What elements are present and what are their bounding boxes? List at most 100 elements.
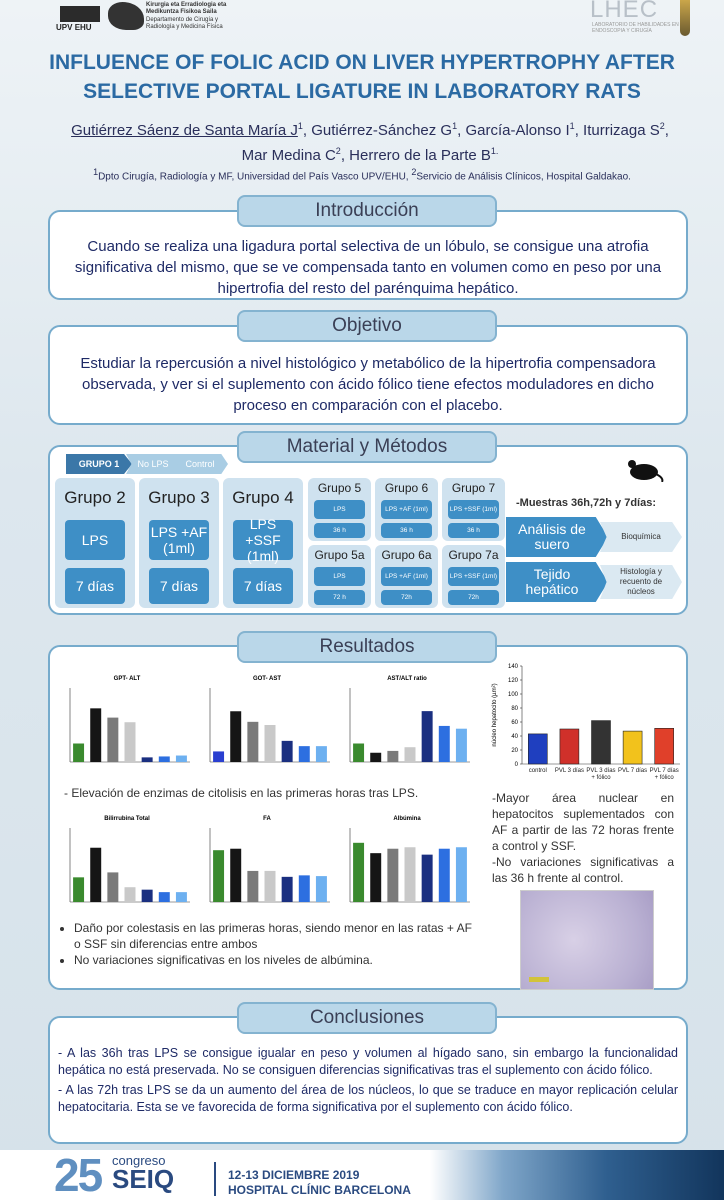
title-line: INFLUENCE OF FOLIC ACID ON LIVER HYPERTR… (49, 51, 675, 74)
group-item: LPS +AF (1ml) (149, 520, 209, 560)
results-title: Resultados (237, 631, 497, 663)
group1-label: GRUPO 1 (66, 454, 132, 474)
bar (404, 747, 416, 762)
mini-chart: AST/ALT ratio (349, 676, 470, 763)
mini-chart-title: GOT- AST (253, 676, 281, 682)
author-name: , Herrero de la Parte B (340, 147, 491, 164)
group-item: LPS +AF (1ml) (381, 500, 432, 519)
bar (421, 854, 433, 902)
bar (298, 746, 310, 762)
flow-to: Bioquímica (600, 522, 682, 552)
bar (124, 722, 136, 762)
group-name: Grupo 3 (148, 488, 210, 507)
bar (281, 876, 293, 902)
bar (654, 728, 674, 765)
bar (315, 746, 327, 762)
affiliation-sup: 2 (411, 167, 417, 177)
mini-chart: GPT- ALT (69, 676, 190, 763)
logo-emblem (108, 2, 144, 30)
mini-chart: Bilirrubina Total (69, 816, 190, 903)
group-name: Grupo 5a (314, 548, 365, 562)
dept-spanish: Departamento de Cirugía y Radiología y M… (146, 17, 223, 30)
mini-chart-title: Albúmina (393, 816, 421, 822)
conclusions-box (48, 1016, 688, 1144)
methods-title: Material y Métodos (237, 431, 497, 463)
scale-bar (529, 977, 549, 982)
bar (107, 717, 119, 762)
group-panel: Grupo 2 LPS 7 días (55, 478, 135, 608)
bar (298, 875, 310, 902)
group-item: LPS +SSF (1ml) (448, 567, 499, 586)
group-item: 7 días (149, 568, 209, 604)
group-panel: Grupo 7a LPS +SSF (1ml) 72h (442, 545, 505, 608)
nucleus-chart: núcleo hepatocito (µm²) 0 20 40 60 80 100 120 14… (492, 664, 680, 768)
bar (247, 870, 259, 902)
mini-chart-title: GPT- ALT (114, 676, 141, 682)
group-name: Grupo 7 (451, 481, 496, 495)
results-bullets: Daño por colestasis en las primeras hora… (52, 920, 472, 968)
group-item: LPS +SSF (1ml) (448, 500, 499, 519)
footer-brand: SEIQ (112, 1164, 175, 1194)
bar (455, 728, 467, 762)
conclusion-paragraph: - A las 72h tras LPS se da un aumento de… (58, 1083, 678, 1114)
logo-lhec-sub: LABORATORIO DE HABILIDADES EN ENDOSCOPIA… (592, 22, 679, 34)
bar (438, 848, 450, 902)
bar (421, 711, 433, 762)
y-tick-label: 40 (511, 734, 518, 740)
intro-text: Cuando se realiza una ligadura portal se… (74, 238, 662, 297)
conclusions-title: Conclusiones (237, 1002, 497, 1034)
author-sup: 1. (490, 146, 499, 156)
bar (264, 870, 276, 902)
group-panel: Grupo 6 LPS +AF (1ml) 36 h (375, 478, 438, 541)
affiliation-sup: 1 (93, 167, 99, 177)
flow-from: Análisis de suero (506, 517, 608, 557)
bar (230, 848, 242, 902)
y-tick-label: 100 (508, 692, 519, 698)
group-item: LPS (314, 500, 365, 519)
objective-title: Objetivo (237, 310, 497, 342)
group-name: Grupo 7a (448, 548, 499, 562)
bar (370, 853, 382, 902)
logo-mark (60, 6, 100, 22)
bar (124, 887, 136, 902)
footer-place: HOSPITAL CLÍNIC BARCELONA (228, 1183, 411, 1197)
footer-date: 12-13 DICIEMBRE 2019 (228, 1168, 360, 1182)
group-item: 7 días (233, 568, 293, 604)
bar (528, 733, 548, 765)
bar (315, 876, 327, 902)
group-name: Grupo 5 (317, 481, 362, 495)
bar (141, 757, 153, 762)
bar (158, 892, 170, 902)
group-name: Grupo 6 (384, 481, 429, 495)
rat-icon (628, 460, 664, 482)
author-sup: 1 (569, 121, 575, 131)
bar (213, 850, 225, 902)
mini-chart-title: FA (263, 816, 271, 822)
footer-number: 25 (54, 1149, 103, 1200)
y-tick-label: 0 (515, 762, 519, 768)
bar (387, 750, 399, 762)
footer-photo (430, 1150, 724, 1200)
group-item: 7 días (65, 568, 125, 604)
group-item: 72 h (314, 590, 365, 605)
author-sup: 2 (335, 146, 341, 156)
author-name: , García-Alonso I (457, 122, 570, 139)
right-paragraph: -Mayor área nuclear en hepatocitos suple… (492, 791, 674, 853)
enzyme-text: - Elevación de enzimas de citolisis en l… (64, 786, 419, 800)
bar (73, 877, 85, 902)
author-name: , Mar Medina C (241, 122, 669, 164)
mini-chart: FA (209, 816, 330, 903)
group-item: LPS +SSF (1ml) (233, 516, 293, 564)
bar (264, 725, 276, 762)
group-panel: Grupo 3 LPS +AF (1ml) 7 días (139, 478, 219, 608)
bullet: No variaciones significativas en los niv… (74, 952, 472, 968)
group-item: 72h (381, 590, 432, 605)
intro-title: Introducción (237, 195, 497, 227)
x-tick-label: PVL 3 días + fólico (586, 768, 616, 781)
y-tick-label: 140 (508, 664, 519, 670)
nucleus-chart-wrap: núcleo hepatocito (µm²) 0 20 40 60 80 100 120 14… (482, 658, 687, 788)
bullet: Daño por colestasis en las primeras hora… (74, 920, 472, 952)
x-tick-label: PVL 3 días (554, 768, 584, 774)
affiliation: 1Dpto Cirugía, Radiología y MF, Universi… (20, 167, 704, 182)
